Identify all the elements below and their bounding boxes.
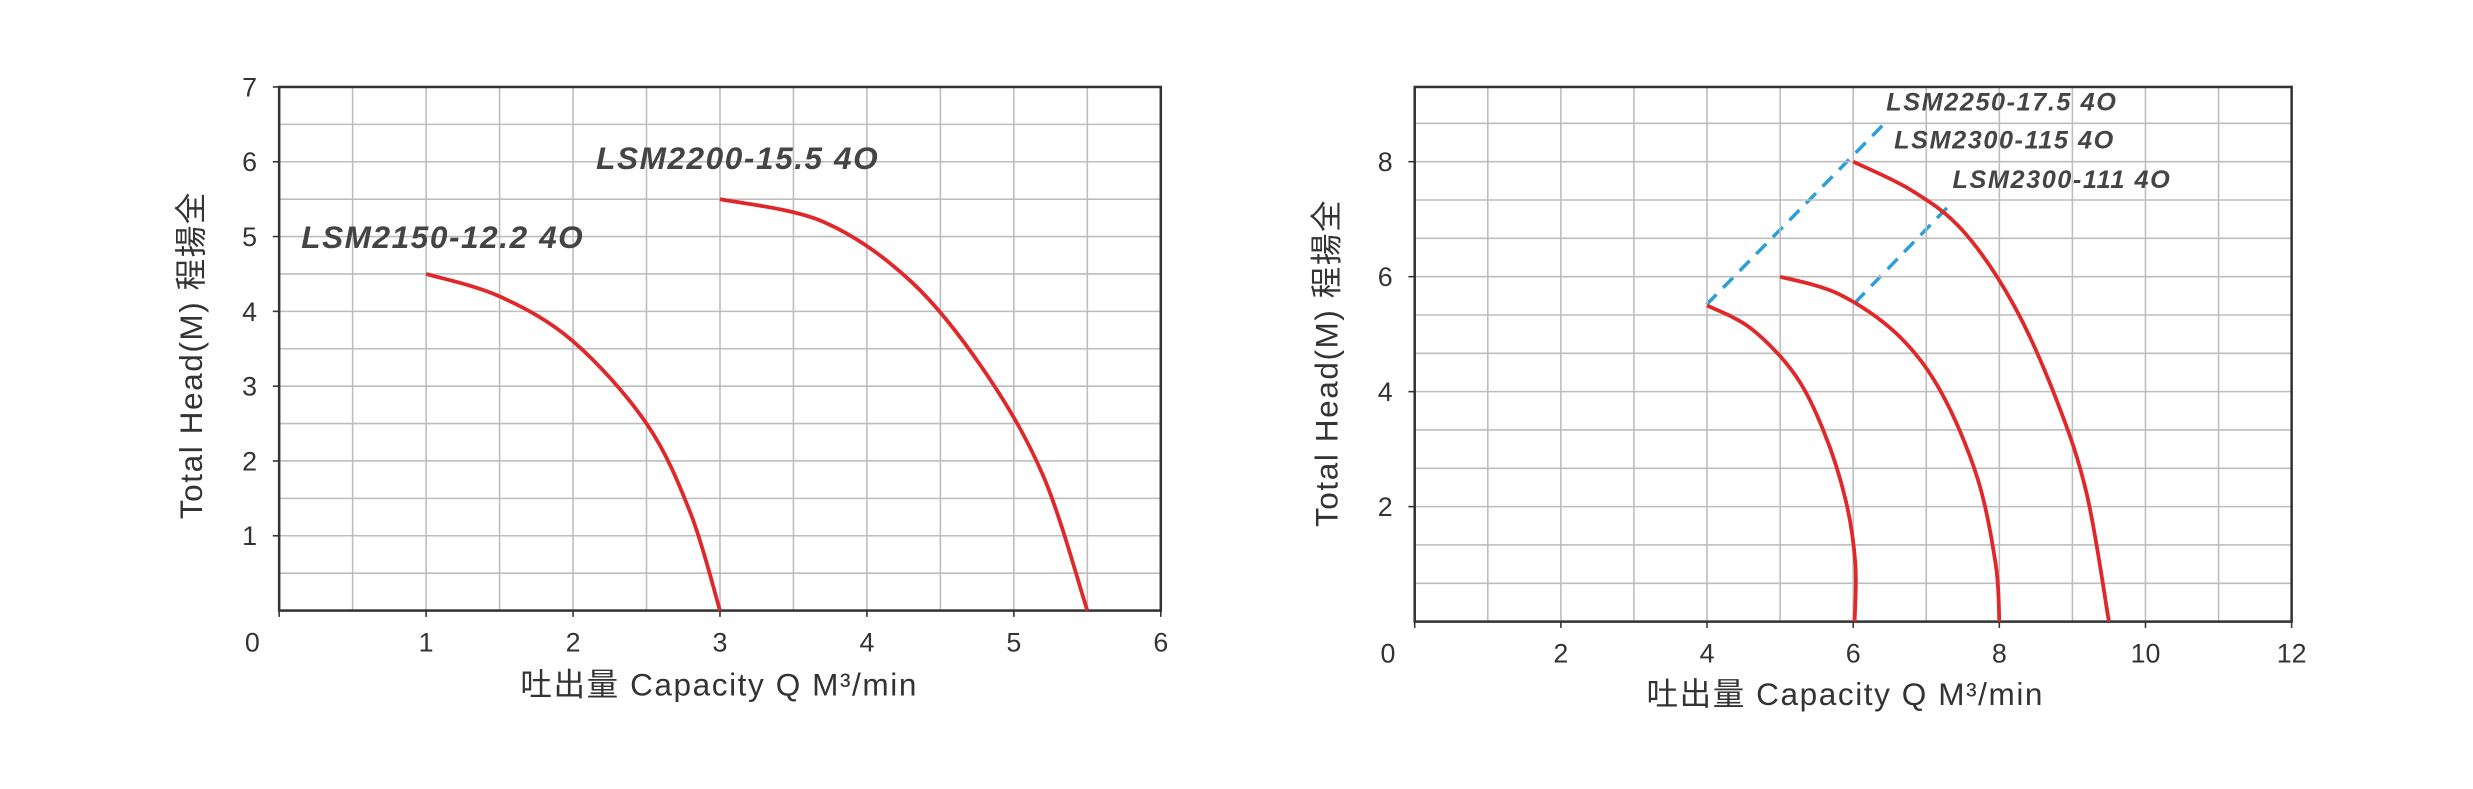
leader-line <box>1705 122 1886 306</box>
x-tick-label: 3 <box>713 628 728 658</box>
y-tick-label: 4 <box>1378 377 1393 407</box>
series-label: LSM2300-111 4O <box>1953 166 2172 194</box>
curve <box>1779 274 2002 622</box>
y-tick-label: 6 <box>242 147 257 177</box>
series-label: LSM2150-12.2 4O <box>301 219 584 255</box>
y-tick-label: 5 <box>242 222 257 252</box>
series-label: LSM2300-115 4O <box>1894 126 2115 154</box>
x-tick-label: 12 <box>2277 639 2307 669</box>
x-tick-label: 10 <box>2131 639 2161 669</box>
series-label: LSM2250-17.5 4O <box>1886 89 2117 117</box>
x-tick-label: 4 <box>1700 639 1715 669</box>
y-tick-label: 2 <box>242 446 257 476</box>
y-tick-label: 6 <box>1378 262 1393 292</box>
curve <box>719 197 1090 612</box>
y-tick-label: 4 <box>242 297 257 327</box>
y-axis-label: Total Head(M) 程揚全 <box>173 191 209 519</box>
y-tick-label: 1 <box>242 521 257 551</box>
x-tick-label: 2 <box>566 628 581 658</box>
plot-frame <box>1413 85 2293 623</box>
y-tick-label: 7 <box>242 72 257 102</box>
y-tick-label: 3 <box>242 372 257 402</box>
x-tick-label: 6 <box>1153 628 1168 658</box>
x-axis-label: 吐出量 Capacity Q M³/min <box>520 667 918 703</box>
curve <box>1852 159 2111 622</box>
curve <box>425 272 722 612</box>
x-tick-label: 2 <box>1553 639 1568 669</box>
x-tick-label: 0 <box>245 628 260 658</box>
x-tick-label: 5 <box>1006 628 1021 658</box>
y-tick-label: 2 <box>1378 492 1393 522</box>
x-axis-label: 吐出量 Capacity Q M³/min <box>1647 676 2045 712</box>
y-tick-label: 8 <box>1378 147 1393 177</box>
x-tick-label: 6 <box>1846 639 1861 669</box>
y-axis-label: Total Head(M) 程揚全 <box>1308 199 1344 527</box>
curve <box>1706 303 1858 622</box>
leader-line <box>1853 200 1954 305</box>
x-tick-label: 8 <box>1992 639 2007 669</box>
x-tick-label: 4 <box>859 628 874 658</box>
x-tick-label: 0 <box>1380 639 1395 669</box>
x-tick-label: 1 <box>419 628 434 658</box>
series-label: LSM2200-15.5 4O <box>596 140 879 176</box>
